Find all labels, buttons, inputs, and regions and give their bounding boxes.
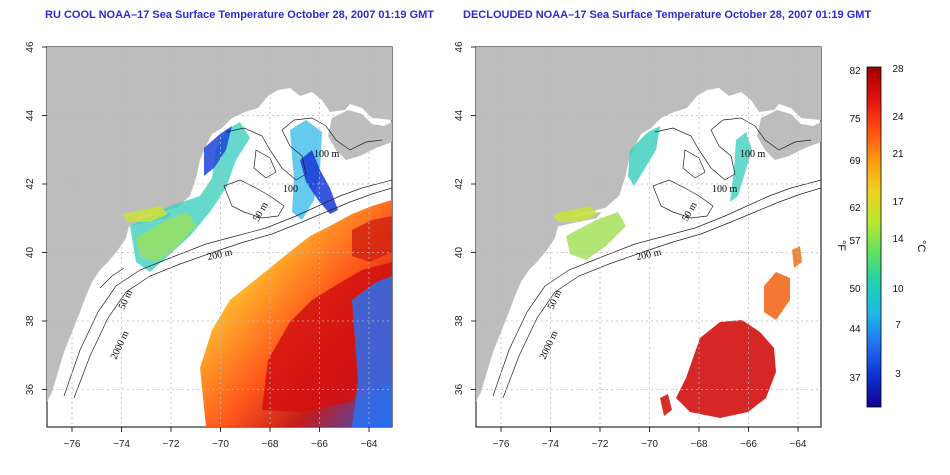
- right-lat-tick-label: 46: [454, 41, 465, 53]
- left-contour-label: 100 m: [314, 149, 340, 160]
- right-sst-orange-small: [792, 246, 802, 268]
- right-map: 100 m 100 m 50 m 200 m 50 m 2000 m −76 −7…: [454, 41, 822, 450]
- right-gridlines: [476, 47, 821, 427]
- right-contour-label: 200 m: [635, 247, 662, 263]
- left-lat-tick-label: 38: [25, 315, 36, 327]
- right-lat-tick-label: 38: [454, 315, 465, 327]
- left-axis-ticks: −76 −74 −72 −70 −68 −66 −64 46 44 42 40 38 36: [25, 41, 378, 450]
- left-land-northeast: [47, 47, 392, 402]
- left-map-title: RU COOL NOAA–17 Sea Surface Temperature …: [45, 9, 435, 21]
- right-lon-tick-label: −72: [592, 439, 609, 450]
- colorbar-c-label: 24: [892, 112, 904, 123]
- colorbar-f-label: 69: [849, 156, 861, 167]
- colorbar-f-label: 82: [849, 66, 861, 77]
- colorbar-c-label: 21: [892, 149, 904, 160]
- left-lon-tick-label: −66: [311, 439, 328, 450]
- right-lat-tick-label: 40: [454, 247, 465, 259]
- left-lat-tick-label: 40: [25, 247, 36, 259]
- right-sst-red-patch: [676, 320, 776, 418]
- right-contour-label: 100 m: [712, 184, 738, 195]
- left-sst-blue-streak: [300, 150, 338, 214]
- colorbar-f-label: 44: [849, 324, 861, 335]
- left-land-nova-scotia: [328, 110, 392, 160]
- right-lat-tick-label: 44: [454, 110, 465, 122]
- colorbar-c-label: 3: [895, 369, 901, 380]
- colorbar-bar: [866, 66, 882, 408]
- right-lat-tick-label: 42: [454, 178, 465, 190]
- colorbar-c-label: 7: [895, 320, 901, 331]
- colorbar-c-label: 28: [892, 64, 904, 75]
- right-sst-cyan-gom: [730, 132, 752, 202]
- left-sst-yellow-green: [122, 206, 168, 222]
- left-contour-label: 100: [283, 184, 298, 195]
- colorbar-c-label: 14: [892, 234, 904, 245]
- right-sst-green-shelf: [566, 212, 626, 260]
- left-contour-label: 200 m: [206, 247, 233, 263]
- left-sst-red-east: [352, 216, 392, 262]
- right-lon-tick-label: −76: [493, 439, 510, 450]
- left-lon-tick-label: −70: [212, 439, 229, 450]
- right-sst-cyan-maine: [628, 126, 660, 186]
- colorbar-fahrenheit-labels: 82 75 69 62 57 50 44 37: [849, 66, 861, 384]
- left-lon-tick-label: −76: [64, 439, 81, 450]
- right-sst-yellow-green: [553, 206, 598, 222]
- colorbar-f-label: 75: [849, 114, 861, 125]
- left-lat-tick-label: 44: [25, 110, 36, 122]
- left-lon-tick-label: −74: [113, 439, 130, 450]
- colorbar: 82 75 69 62 57 50 44 37 28 24 21 17 14 10 7 3 °F °C: [835, 64, 927, 408]
- colorbar-celsius-labels: 28 24 21 17 14 10 7 3: [892, 64, 904, 380]
- right-contours: [492, 117, 821, 399]
- left-gridlines: [47, 47, 392, 427]
- colorbar-f-label: 50: [849, 284, 861, 295]
- left-lat-tick-label: 42: [25, 178, 36, 190]
- colorbar-c-label: 17: [892, 197, 904, 208]
- right-sst-orange-patch: [764, 272, 790, 320]
- right-lat-tick-label: 36: [454, 384, 465, 396]
- left-sst-blue-east: [352, 276, 392, 427]
- right-lon-tick-label: −68: [691, 439, 708, 450]
- colorbar-f-label: 62: [849, 203, 861, 214]
- left-sst-green-shelf: [136, 212, 196, 262]
- right-land-northeast: [476, 47, 821, 402]
- right-contour-label: 100 m: [740, 149, 766, 160]
- left-lat-tick-label: 46: [25, 41, 36, 53]
- right-map-title: DECLOUDED NOAA–17 Sea Surface Temperatur…: [463, 9, 872, 21]
- left-lon-tick-label: −64: [361, 439, 378, 450]
- right-lon-tick-label: −70: [641, 439, 658, 450]
- left-lat-tick-label: 36: [25, 384, 36, 396]
- left-lon-tick-label: −72: [163, 439, 180, 450]
- colorbar-c-label: 10: [892, 284, 904, 295]
- colorbar-f-label: 57: [849, 236, 861, 247]
- colorbar-unit-c: °C: [915, 240, 927, 252]
- left-lon-tick-label: −68: [262, 439, 279, 450]
- right-land-nova-scotia: [757, 110, 821, 160]
- right-lon-tick-label: −64: [790, 439, 807, 450]
- colorbar-unit-f: °F: [835, 240, 847, 251]
- right-axis-ticks: −76 −74 −72 −70 −68 −66 −64 46 44 42 40 38 36: [454, 41, 807, 450]
- left-sst-blue-maine: [204, 126, 232, 176]
- left-map: 100 m 100 50 m 200 m 50 m 2000 m −76 −74−…: [25, 41, 393, 450]
- right-lon-tick-label: −74: [542, 439, 559, 450]
- right-lon-tick-label: −66: [740, 439, 757, 450]
- colorbar-f-label: 37: [849, 373, 861, 384]
- right-sst-red-small: [660, 394, 672, 416]
